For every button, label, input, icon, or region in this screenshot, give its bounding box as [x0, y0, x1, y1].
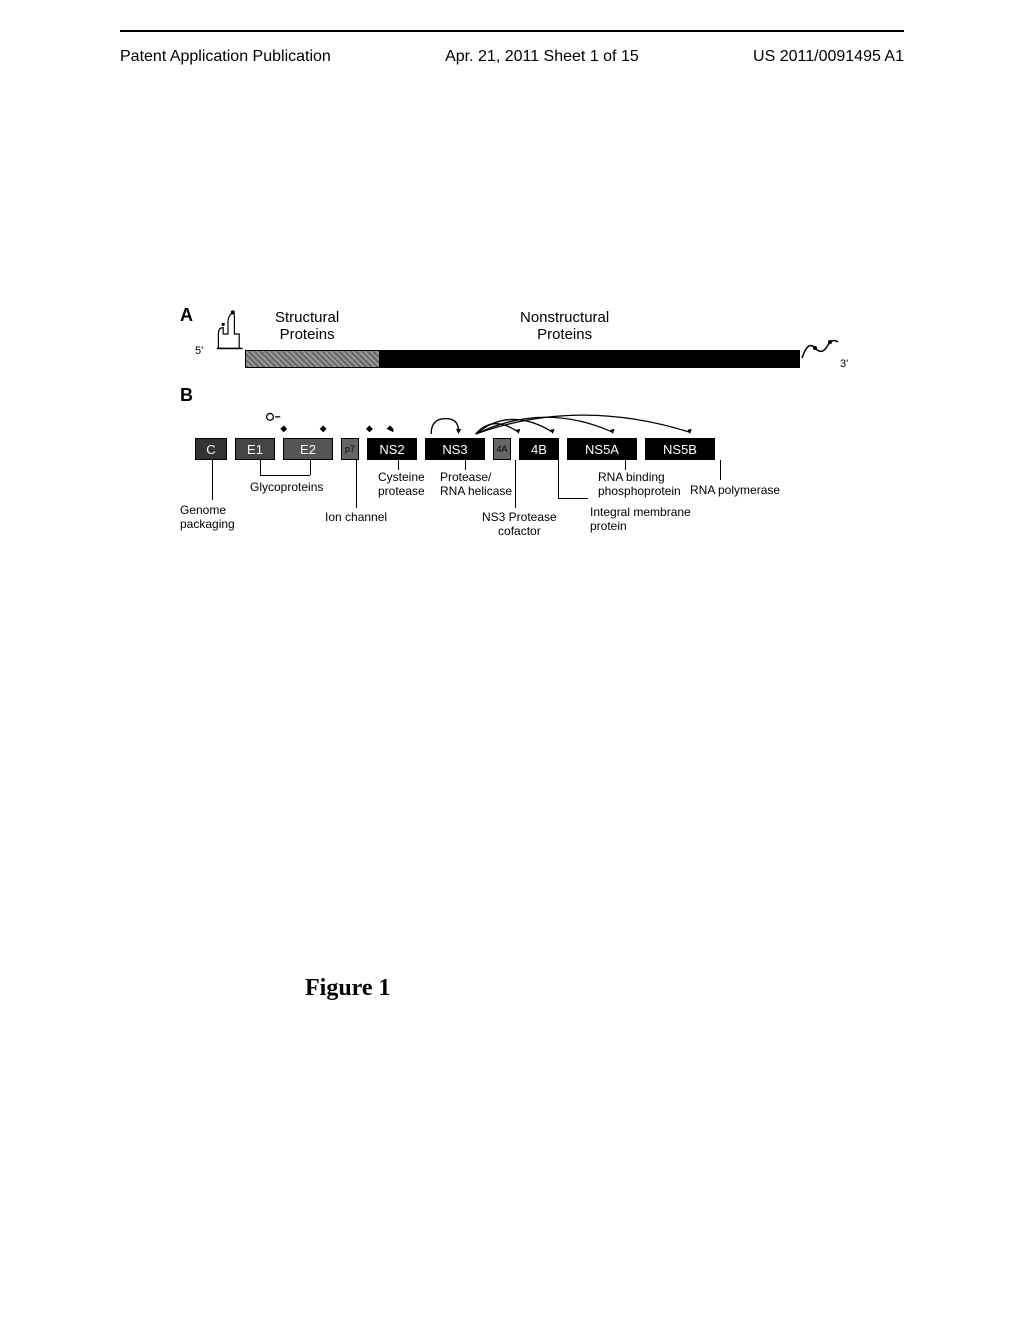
connector-ns4a [515, 460, 516, 508]
ires-5prime-icon [208, 310, 248, 350]
structural-text-1: Structural [275, 309, 339, 326]
header-right: US 2011/0091495 A1 [753, 48, 904, 66]
connector-ns5a [625, 460, 626, 470]
func-protease-helicase: Protease/ RNA helicase [440, 470, 512, 499]
structural-proteins-label: Structural Proteins [275, 310, 339, 343]
panel-b-label: B [180, 385, 193, 406]
protein-ns5a: NS5A [567, 438, 637, 460]
cleavage-marks [160, 410, 860, 440]
nonstructural-text-2: Proteins [537, 326, 592, 343]
protein-c: C [195, 438, 227, 460]
func-ion-channel: Ion channel [325, 510, 387, 524]
func-rna-polymerase: RNA polymerase [690, 483, 780, 497]
integral-2: protein [590, 519, 627, 533]
nonstructural-text-1: Nonstructural [520, 309, 609, 326]
connector-4b [558, 460, 559, 498]
protein-ns3: NS3 [425, 438, 485, 460]
figure-container: A 5' Structural Proteins Nonstructural P… [160, 280, 860, 610]
nonstructural-region [380, 350, 800, 368]
protease-1: Protease/ [440, 470, 491, 484]
connector-c [212, 460, 213, 500]
nonstructural-proteins-label: Nonstructural Proteins [520, 310, 609, 343]
protein-e2: E2 [283, 438, 333, 460]
integral-1: Integral membrane [590, 505, 691, 519]
protein-ns4a: 4A [493, 438, 511, 460]
func-integral-membrane: Integral membrane protein [590, 505, 691, 534]
func-ns3-cofactor: NS3 Protease cofactor [482, 510, 557, 539]
panel-a: A 5' Structural Proteins Nonstructural P… [160, 280, 860, 380]
cofactor-2: cofactor [498, 524, 541, 538]
page-header: Patent Application Publication Apr. 21, … [0, 48, 1024, 66]
cysteine-1: Cysteine [378, 470, 425, 484]
panel-b: B C E1 E2 p7 [160, 390, 860, 610]
protein-ns2: NS2 [367, 438, 417, 460]
genome-bar [245, 350, 800, 368]
connector-p7 [356, 460, 357, 508]
structural-region [245, 350, 380, 368]
ires-3prime-icon [800, 330, 840, 360]
protein-4b: 4B [519, 438, 559, 460]
connector-ns5b [720, 460, 721, 480]
figure-caption: Figure 1 [305, 975, 391, 1002]
func-cysteine-protease: Cysteine protease [378, 470, 425, 499]
protein-e1: E1 [235, 438, 275, 460]
header-center: Apr. 21, 2011 Sheet 1 of 15 [445, 48, 639, 66]
protein-row: C E1 E2 p7 NS2 NS3 4A 4B NS5A NS5B [195, 438, 715, 460]
genome-packaging-1: Genome [180, 503, 226, 517]
structural-text-2: Proteins [280, 326, 335, 343]
panel-a-label: A [180, 305, 193, 326]
connector-ns3 [465, 460, 466, 470]
three-prime-label: 3' [840, 358, 848, 370]
five-prime-label: 5' [195, 345, 203, 357]
rnabind-2: phosphoprotein [598, 484, 681, 498]
protein-ns5b: NS5B [645, 438, 715, 460]
connector-e1 [260, 460, 261, 475]
rnabind-1: RNA binding [598, 470, 665, 484]
func-genome-packaging: Genome packaging [180, 503, 235, 532]
header-left: Patent Application Publication [120, 48, 331, 66]
func-glycoproteins: Glycoproteins [250, 480, 323, 494]
genome-packaging-2: packaging [180, 517, 235, 531]
connector-e2 [310, 460, 311, 475]
cofactor-1: NS3 Protease [482, 510, 557, 524]
protein-p7: p7 [341, 438, 359, 460]
connector-ns2 [398, 460, 399, 470]
cysteine-2: protease [378, 484, 425, 498]
connector-e-h [260, 475, 310, 476]
header-line [120, 30, 904, 32]
protease-2: RNA helicase [440, 484, 512, 498]
func-rna-binding: RNA binding phosphoprotein [598, 470, 681, 499]
connector-4b-h [558, 498, 588, 499]
